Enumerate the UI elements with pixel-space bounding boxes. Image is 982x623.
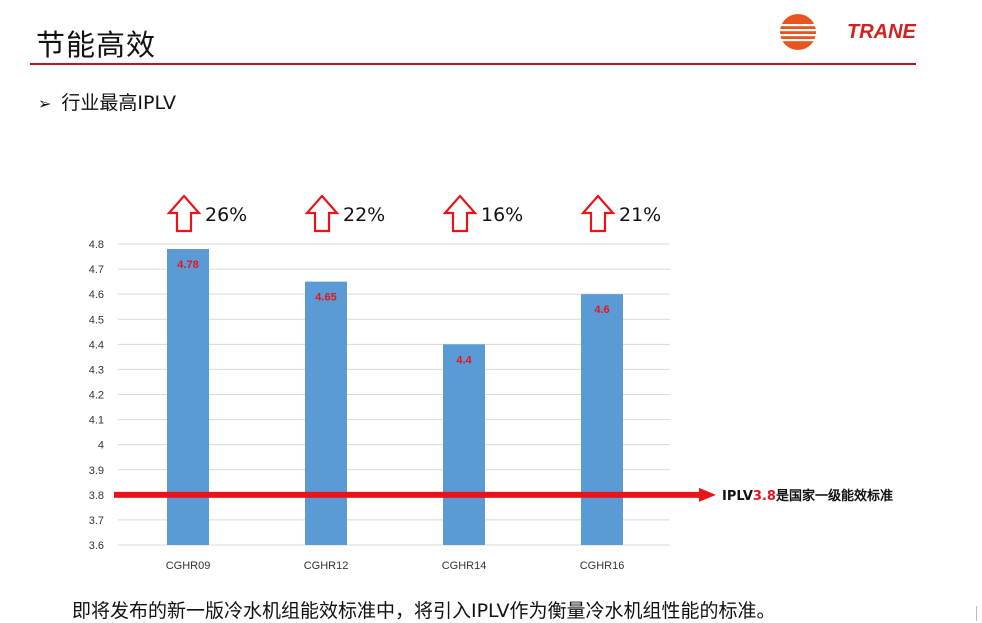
data-label: 4.65 xyxy=(315,292,336,304)
y-tick-label: 4.7 xyxy=(89,264,104,276)
y-tick-label: 4.1 xyxy=(89,415,104,427)
standard-line-label: IPLV3.8是国家一级能效标准 xyxy=(722,485,893,504)
trane-logo: TRANE xyxy=(780,14,917,50)
increase-label: 21% xyxy=(619,204,661,226)
up-arrow-icon xyxy=(304,194,340,233)
y-tick-label: 4.8 xyxy=(89,239,104,251)
bar xyxy=(167,249,209,545)
bullet-text: 行业最高IPLV xyxy=(61,92,176,114)
up-arrow-icon xyxy=(442,194,478,233)
up-arrow-icon xyxy=(166,194,202,233)
y-tick-label: 4.3 xyxy=(89,364,104,376)
bullet-arrow-icon: ➢ xyxy=(38,94,52,113)
bullet-point: ➢ 行业最高IPLV xyxy=(38,88,176,115)
x-tick-label: CGHR14 xyxy=(442,560,487,572)
bar xyxy=(581,294,623,545)
y-tick-label: 4.5 xyxy=(89,314,104,326)
y-tick-label: 3.7 xyxy=(89,515,104,527)
y-tick-label: 4.2 xyxy=(89,390,104,402)
y-tick-label: 3.9 xyxy=(89,465,104,477)
standard-line xyxy=(114,491,699,498)
footer-note: 即将发布的新一版冷水机组能效标准中，将引入IPLV作为衡量冷水机组性能的标准。 xyxy=(72,600,776,622)
standard-label-prefix: IPLV xyxy=(722,489,753,504)
increase-label: 26% xyxy=(205,204,247,226)
standard-arrow-icon xyxy=(699,487,716,502)
up-arrow-icon xyxy=(580,194,616,233)
bar xyxy=(443,344,485,545)
y-tick-label: 3.6 xyxy=(89,540,104,552)
x-tick-label: CGHR09 xyxy=(166,560,211,572)
y-tick-label: 4.6 xyxy=(89,289,104,301)
x-tick-label: CGHR12 xyxy=(304,560,349,572)
title-rule xyxy=(30,63,916,65)
data-label: 4.78 xyxy=(177,259,198,271)
standard-label-value: 3.8 xyxy=(752,489,776,504)
data-label: 4.4 xyxy=(456,354,472,366)
increase-label: 22% xyxy=(343,204,385,226)
bar xyxy=(305,281,347,545)
x-tick-label: CGHR16 xyxy=(580,560,625,572)
brand-name: TRANE xyxy=(847,21,917,43)
standard-label-suffix: 是国家一级能效标准 xyxy=(775,489,893,504)
page-corner-mark xyxy=(976,606,977,621)
data-label: 4.6 xyxy=(594,304,609,316)
increase-label: 16% xyxy=(481,204,523,226)
page-title: 节能高效 xyxy=(36,28,157,62)
y-tick-label: 4.4 xyxy=(89,339,104,351)
y-tick-label: 3.8 xyxy=(89,490,104,502)
y-tick-label: 4 xyxy=(98,440,104,452)
